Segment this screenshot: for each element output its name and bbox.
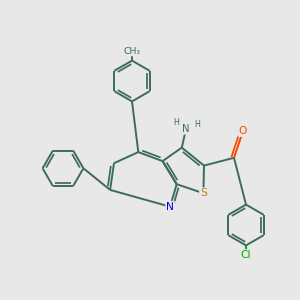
Text: H: H <box>194 120 200 129</box>
Text: H: H <box>173 118 179 127</box>
Text: O: O <box>239 126 247 136</box>
Text: N: N <box>182 124 190 134</box>
Text: CH₃: CH₃ <box>124 46 140 56</box>
Text: S: S <box>200 188 207 198</box>
Text: N: N <box>166 202 174 212</box>
Text: Cl: Cl <box>241 250 251 260</box>
